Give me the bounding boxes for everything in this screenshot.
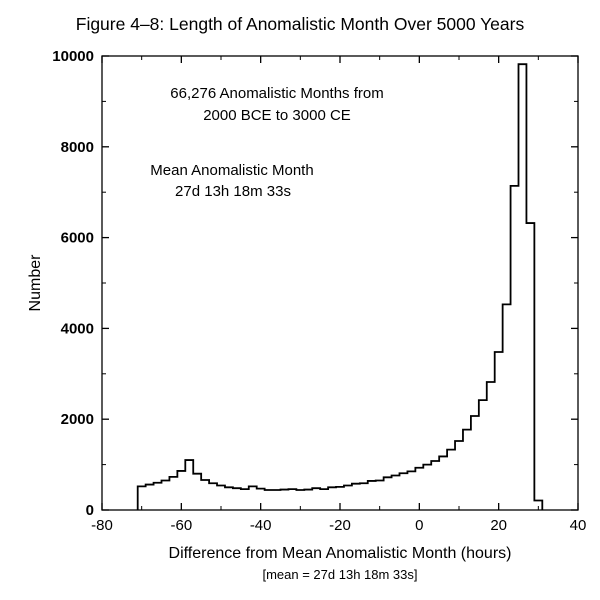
histogram-bar: [463, 430, 471, 510]
histogram-bar: [288, 489, 296, 510]
histogram-bar: [344, 485, 352, 510]
histogram-bar: [376, 480, 384, 510]
histogram-bar: [249, 486, 257, 510]
histogram-bar: [471, 416, 479, 510]
chart-title: Figure 4–8: Length of Anomalistic Month …: [75, 14, 525, 34]
histogram-bar: [526, 223, 534, 510]
histogram-bar: [281, 490, 289, 510]
annotation-line-3: Mean Anomalistic Month: [150, 162, 313, 179]
axis-ticks-layer: -80 -60 -40 -20 0 20 40 0 2000 4000 6000 8000 10000: [52, 48, 586, 534]
plot-frame: [101, 55, 579, 511]
annotation-line-1: 66,276 Anomalistic Months from: [170, 85, 383, 102]
histogram-bar: [447, 450, 455, 510]
histogram-bar: [193, 474, 201, 510]
histogram-bar: [304, 490, 312, 510]
histogram-bar: [225, 487, 233, 510]
histogram-bar: [407, 471, 415, 510]
histogram-bar: [360, 483, 368, 510]
y-tick-label: 6000: [61, 230, 94, 247]
histogram-bar: [455, 441, 463, 510]
histogram-bar: [439, 456, 447, 510]
y-tick-label: 4000: [61, 320, 94, 337]
histogram-bar: [320, 489, 328, 510]
histogram-bar: [162, 480, 170, 510]
y-tick-label: 8000: [61, 139, 94, 156]
histogram-bar: [312, 488, 320, 510]
histogram-bar: [503, 304, 511, 510]
histogram-bar: [201, 480, 209, 510]
x-tick-label: 20: [490, 517, 507, 534]
histogram-bar: [479, 400, 487, 510]
x-tick-label: 40: [570, 517, 587, 534]
histogram-outline-layer: [136, 63, 544, 510]
histogram-outline: [136, 63, 544, 510]
histogram-bar: [368, 481, 376, 510]
x-axis-note: [mean = 27d 13h 18m 33s]: [262, 567, 417, 582]
y-tick-label: 0: [86, 502, 94, 519]
histogram-bar: [146, 485, 154, 510]
x-tick-label: -80: [91, 517, 113, 534]
histogram-bar: [273, 490, 281, 510]
histogram-bar: [241, 489, 249, 510]
histogram-bar: [392, 475, 400, 510]
y-tick-label: 10000: [52, 48, 94, 65]
histogram-bar: [423, 465, 431, 510]
histogram-bar: [431, 461, 439, 510]
histogram-bar: [495, 352, 503, 510]
histogram-bar: [487, 382, 495, 510]
y-tick-label: 2000: [61, 411, 94, 428]
histogram-bar: [384, 477, 392, 510]
histogram-bar: [233, 488, 241, 510]
histogram-bar: [328, 487, 336, 510]
histogram-bar: [519, 64, 527, 510]
histogram-bar: [400, 473, 408, 510]
y-axis-label: Number: [27, 254, 44, 312]
x-tick-label: -60: [170, 517, 192, 534]
x-tick-label: -40: [250, 517, 272, 534]
x-tick-label: -20: [329, 517, 351, 534]
histogram-bar: [352, 484, 360, 510]
annotation-line-4: 27d 13h 18m 33s: [175, 183, 291, 200]
histogram-bar: [511, 186, 519, 510]
histogram-bar: [185, 460, 193, 510]
histogram-bar: [154, 483, 162, 510]
histogram-bar: [265, 490, 273, 510]
x-tick-label: 0: [415, 517, 423, 534]
histogram-bar: [209, 483, 217, 510]
histogram-bar: [169, 477, 177, 510]
annotation-line-2: 2000 BCE to 3000 CE: [203, 107, 351, 124]
x-axis-label: Difference from Mean Anomalistic Month (…: [169, 545, 512, 562]
